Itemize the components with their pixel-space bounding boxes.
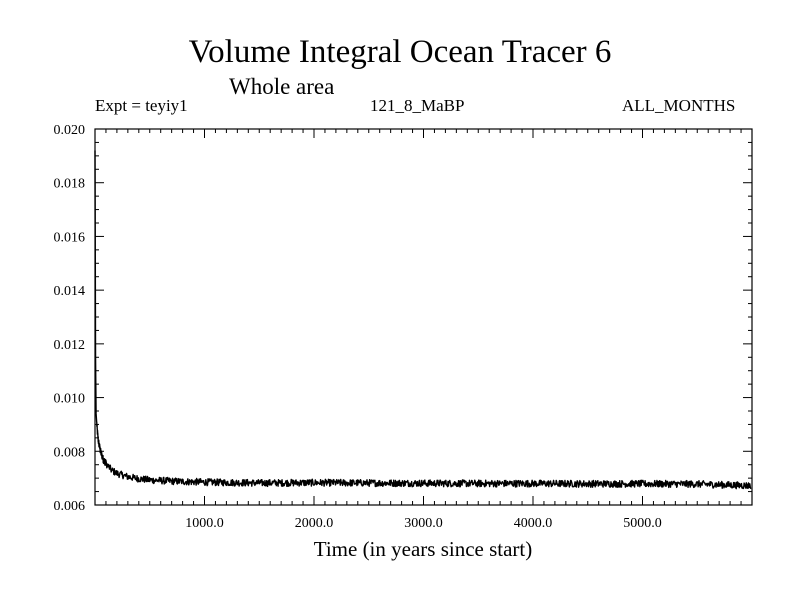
x-tick-label: 2000.0 [295, 516, 334, 531]
experiment-label: Expt = teyiy1 [95, 96, 188, 115]
chart-title: Volume Integral Ocean Tracer 6 [188, 34, 612, 70]
x-tick-label: 5000.0 [623, 516, 662, 531]
y-tick-label: 0.016 [54, 230, 86, 245]
run-label: 121_8_MaBP [370, 96, 465, 115]
y-tick-label: 0.012 [54, 338, 86, 353]
chart-subtitle: Whole area [229, 74, 335, 99]
y-tick-label: 0.008 [54, 445, 86, 460]
y-tick-label: 0.020 [54, 123, 86, 138]
plot-frame [94, 128, 753, 506]
x-axis-label: Time (in years since start) [313, 537, 533, 561]
y-tick-label: 0.014 [54, 284, 86, 299]
y-tick-label: 0.018 [54, 177, 86, 192]
period-label: ALL_MONTHS [622, 96, 736, 115]
x-tick-label: 3000.0 [404, 516, 443, 531]
y-tick-label: 0.006 [54, 499, 86, 514]
series-line [94, 150, 752, 490]
x-tick-label: 1000.0 [185, 516, 224, 531]
y-tick-label: 0.010 [54, 392, 86, 407]
x-tick-label: 4000.0 [514, 516, 553, 531]
